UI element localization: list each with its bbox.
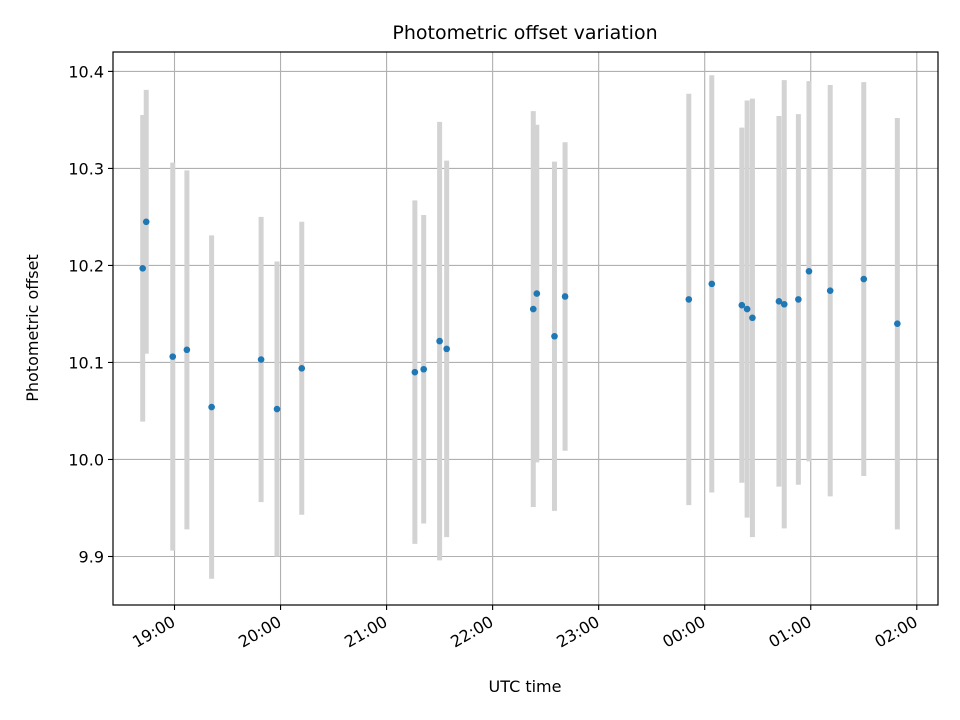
data-point	[529, 305, 537, 313]
y-axis-ticks: 9.9 10.0 10.1 10.2 10.3 10.4	[68, 62, 113, 566]
data-points	[139, 218, 901, 413]
y-tick-label: 10.2	[68, 256, 104, 275]
data-point	[860, 275, 868, 283]
data-point	[738, 301, 746, 309]
y-tick-label: 10.1	[68, 353, 104, 372]
data-point	[169, 353, 177, 360]
y-tick-label: 10.3	[68, 159, 104, 178]
data-point	[533, 290, 541, 297]
data-point	[743, 305, 751, 313]
y-tick-label: 10.0	[68, 450, 104, 469]
data-point	[139, 265, 146, 272]
data-point	[795, 296, 802, 303]
y-tick-label: 10.4	[68, 62, 104, 81]
data-point	[805, 267, 813, 275]
data-point	[273, 405, 281, 413]
data-point	[420, 365, 428, 373]
data-point	[780, 300, 788, 308]
data-point	[826, 287, 834, 294]
data-point	[208, 403, 215, 411]
data-point	[551, 332, 558, 340]
data-point	[561, 293, 569, 300]
data-point	[775, 298, 783, 305]
chart-title: Photometric offset variation	[392, 22, 657, 44]
x-axis-label: UTC time	[489, 677, 562, 696]
data-point	[685, 296, 693, 303]
data-point	[411, 368, 419, 376]
data-point	[183, 346, 191, 354]
y-tick-label: 9.9	[79, 547, 104, 566]
data-point	[436, 337, 443, 345]
data-point	[257, 356, 265, 363]
data-point	[894, 320, 901, 327]
data-point	[708, 280, 716, 288]
data-point	[142, 218, 150, 226]
data-point	[749, 314, 756, 322]
data-point	[298, 364, 306, 372]
plot-frame	[112, 51, 939, 606]
data-point	[443, 345, 450, 353]
y-axis-label: Photometric offset	[23, 254, 42, 402]
